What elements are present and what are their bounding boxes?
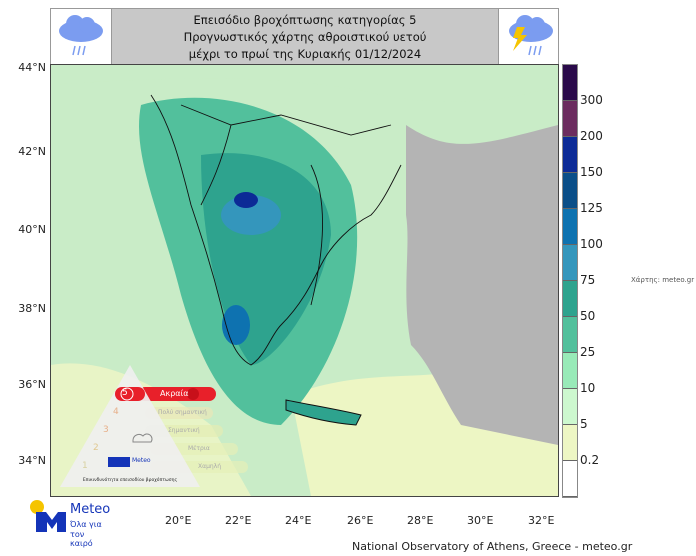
level-number: 3 (103, 425, 109, 435)
lon-label: 26°E (347, 514, 374, 527)
colorbar-label: 300 (580, 93, 603, 107)
title-line: Επεισόδιο βροχόπτωσης κατηγορίας 5 (193, 13, 417, 27)
title-box: Επεισόδιο βροχόπτωσης κατηγορίας 5 Προγν… (50, 8, 559, 66)
meteo-logo: Meteo Όλα για τον καιρό (28, 498, 111, 548)
title-line: Προγνωστικός χάρτης αθροιστικού υετού (183, 30, 427, 44)
colorbar-label: 75 (580, 273, 596, 287)
lat-label: 36°N (18, 378, 46, 391)
map-title: Επεισόδιο βροχόπτωσης κατηγορίας 5 Προγν… (111, 9, 499, 65)
logo-mark (30, 500, 66, 532)
colorbar-segment (563, 317, 577, 353)
legend-triangle (60, 365, 248, 487)
coastlines (150, 94, 402, 366)
colorbar-label: 25 (580, 345, 596, 359)
colorbar-segment (563, 425, 577, 461)
lon-label: 24°E (285, 514, 312, 527)
colorbar-segment (563, 461, 577, 497)
extreme-rain-area (234, 192, 258, 208)
level-label: Σημαντική (168, 427, 200, 434)
lat-label: 38°N (18, 302, 46, 315)
colorbar-segment (563, 281, 577, 317)
colorbar-label: 150 (580, 165, 603, 179)
lat-label: 34°N (18, 454, 46, 467)
lat-label: 40°N (18, 223, 46, 236)
colorbar-segment (563, 173, 577, 209)
colorbar-label: 5 (580, 417, 588, 431)
lon-label: 32°E (528, 514, 555, 527)
level-label: Ακραία (160, 389, 189, 398)
colorbar-label: 0.2 (580, 453, 600, 467)
level-label: Μέτρια (188, 445, 210, 452)
colorbar-label: 100 (580, 237, 603, 251)
level-number: 5 (122, 388, 128, 398)
risk-legend: 5 Ακραία 4 Πολύ σημαντική 3 Σημαντική 2 … (60, 365, 260, 490)
legend-brand: Meteo (132, 457, 151, 464)
level-label: Πολύ σημαντική (158, 409, 207, 416)
lon-label: 22°E (225, 514, 252, 527)
level-number: 2 (93, 443, 99, 453)
colorbar-segment (563, 245, 577, 281)
lon-label: 28°E (407, 514, 434, 527)
colorbar (562, 64, 578, 498)
thunderstorm-cloud-icon (509, 15, 553, 56)
colorbar-segment (563, 137, 577, 173)
level-number: 1 (82, 461, 88, 471)
very-heavy-rain-area (221, 195, 281, 235)
footer-text: National Observatory of Athens, Greece -… (352, 540, 633, 553)
level-label: Χαμηλή (198, 463, 222, 470)
logo-tagline: Όλα για (70, 520, 102, 529)
colorbar-label: 125 (580, 201, 603, 215)
lon-label: 30°E (467, 514, 494, 527)
colorbar-segment (563, 209, 577, 245)
rain-cloud-icon (59, 15, 103, 56)
colorbar-segment (563, 65, 577, 101)
turkey-land-mask (406, 125, 558, 445)
colorbar-segment (563, 389, 577, 425)
colorbar-label: 50 (580, 309, 596, 323)
lon-label: 20°E (165, 514, 192, 527)
level-number: 4 (113, 407, 119, 417)
logo-tagline: τον καιρό (70, 530, 93, 548)
colorbar-segment (563, 101, 577, 137)
colorbar-label: 200 (580, 129, 603, 143)
colorbar-segment (563, 353, 577, 389)
logo-brand: Meteo (70, 502, 111, 517)
colorbar-label: 10 (580, 381, 596, 395)
lat-label: 44°N (18, 61, 46, 74)
legend-caption: Επικινδυνότητα επεισοδίου βροχόπτωσης (82, 478, 178, 483)
crete-island (285, 399, 362, 426)
title-line: μέχρι το πρωί της Κυριακής 01/12/2024 (188, 47, 422, 61)
lat-label: 42°N (18, 145, 46, 158)
map-credit: Χάρτης: meteo.gr (631, 276, 695, 284)
